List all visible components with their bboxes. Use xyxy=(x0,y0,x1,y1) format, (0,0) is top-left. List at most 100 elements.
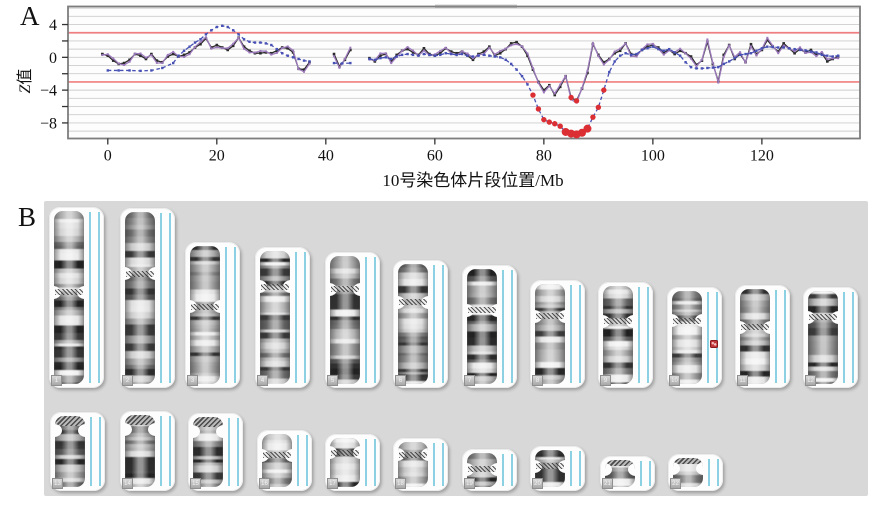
test-sample-z-marker xyxy=(820,53,824,57)
reference-z-marker xyxy=(449,50,453,53)
chromosome-ideogram xyxy=(125,415,155,487)
centromere-hatch xyxy=(399,451,427,458)
reference-z-2-marker xyxy=(466,52,469,55)
reference-z-2-marker xyxy=(259,49,262,52)
reference-z-2-marker xyxy=(722,56,725,59)
plot-background xyxy=(68,6,860,139)
reference-z-2-marker xyxy=(553,92,556,95)
reference-z-marker xyxy=(602,60,606,64)
lane-line xyxy=(295,252,297,383)
reference-z-marker xyxy=(248,49,251,53)
chromosome-number-badge: 20 xyxy=(532,478,543,489)
centromere-hatch xyxy=(331,286,359,293)
reference-z-2-marker xyxy=(630,55,633,58)
centromere-notch xyxy=(673,461,680,475)
reference-z-2-marker xyxy=(237,36,240,39)
test-sample-z-marker xyxy=(504,58,507,61)
chromosome-ideogram xyxy=(193,417,223,487)
centromere-notch xyxy=(605,463,612,477)
test-sample-z-marker xyxy=(390,57,393,61)
reference-z-2-marker xyxy=(777,52,780,55)
reference-z-2-marker xyxy=(281,46,284,49)
panel-b-label: B xyxy=(18,202,37,232)
reference-z-marker xyxy=(182,53,186,57)
lane-line xyxy=(775,290,777,383)
cylinder-sheen xyxy=(603,286,633,384)
reference-z-2-marker xyxy=(210,47,213,50)
reference-z-2-marker xyxy=(275,52,278,55)
reference-z-marker xyxy=(215,43,219,47)
reference-z-marker xyxy=(815,53,818,57)
reference-z-2-marker xyxy=(602,63,605,66)
test-sample-z-marker xyxy=(722,62,725,66)
reference-z-marker xyxy=(488,45,491,48)
test-sample-z-marker xyxy=(766,45,769,48)
y-tick-label: −4 xyxy=(40,83,57,100)
test-sample-z-marker xyxy=(520,74,524,78)
reference-z-2-marker xyxy=(349,46,352,49)
centromere-notch xyxy=(55,423,62,437)
x-tick-label: 120 xyxy=(750,148,774,165)
reference-z-2-marker xyxy=(493,53,496,56)
test-sample-z-marker xyxy=(466,54,469,57)
test-sample-z-marker xyxy=(624,52,627,55)
test-sample-z-marker xyxy=(291,56,295,59)
reference-z-2-marker xyxy=(744,61,747,64)
reference-z-marker xyxy=(166,55,170,58)
reference-z-2-marker xyxy=(531,67,534,70)
test-sample-z-marker xyxy=(373,58,377,61)
reference-z-2-marker xyxy=(123,64,126,67)
reference-z-2-marker xyxy=(695,65,698,68)
y-tick-label: −8 xyxy=(40,115,57,132)
reference-z-marker xyxy=(106,54,110,57)
chromosome-card-17: 17 xyxy=(325,434,380,491)
reference-z-2-marker xyxy=(128,60,131,63)
chromosome-number-badge: 6 xyxy=(395,375,406,386)
reference-z-marker xyxy=(332,52,336,56)
karyotype-background xyxy=(44,201,868,496)
x-tick-label: 40 xyxy=(318,148,334,165)
chromosome-number-badge: 3 xyxy=(187,375,198,386)
reference-z-2-marker xyxy=(286,45,289,48)
chromosome-card-14: 14 xyxy=(120,411,175,491)
satellite-cap xyxy=(673,458,703,465)
test-sample-z-marker xyxy=(106,69,109,72)
centromere-hatch xyxy=(331,449,359,456)
reference-z-2-marker xyxy=(804,51,807,54)
reference-z-marker xyxy=(820,51,824,55)
test-sample-z-marker xyxy=(646,47,649,50)
lane-line xyxy=(578,451,581,486)
test-sample-z-marker xyxy=(651,45,655,48)
chromosome-ideogram xyxy=(535,450,565,487)
centromere-hatch xyxy=(191,303,219,310)
test-sample-z-marker xyxy=(668,47,671,51)
reference-z-2-marker xyxy=(106,53,109,56)
deletion-highlight-point xyxy=(557,123,563,129)
test-sample-z-marker xyxy=(221,24,224,27)
chromosome-number-badge: 15 xyxy=(190,478,201,489)
satellite-cap xyxy=(125,415,155,425)
centromere-hatch xyxy=(809,314,837,321)
reference-z-marker xyxy=(782,42,785,45)
reference-z-marker xyxy=(275,49,279,53)
reference-z-marker xyxy=(695,63,698,67)
cylinder-sheen xyxy=(535,284,565,384)
reference-z-marker xyxy=(749,42,753,46)
reference-z-marker xyxy=(373,60,377,63)
chromosome-number-badge: 22 xyxy=(670,478,681,489)
reference-z-marker xyxy=(586,71,589,75)
reference-z-2-marker xyxy=(782,44,785,47)
chromosome-number-badge: 2 xyxy=(122,375,133,386)
reference-z-2-marker xyxy=(243,47,246,50)
reference-z-2-marker xyxy=(253,51,256,54)
reference-z-2-marker xyxy=(548,85,551,88)
chromosome-number-badge: 18 xyxy=(395,478,406,489)
reference-z-marker xyxy=(139,54,142,57)
reference-z-2-marker xyxy=(635,55,638,58)
reference-z-marker xyxy=(199,42,202,46)
cylinder-sheen xyxy=(125,212,155,384)
reference-z-marker xyxy=(231,44,235,48)
reference-z-marker xyxy=(379,54,382,57)
reference-z-2-marker xyxy=(199,40,202,43)
test-sample-z-marker xyxy=(231,29,235,32)
